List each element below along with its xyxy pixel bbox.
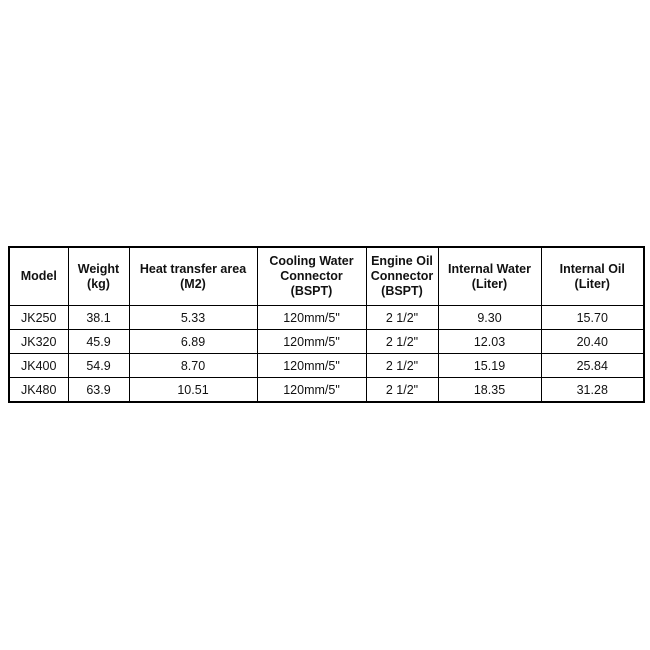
- table-cell: 10.51: [128, 377, 258, 403]
- header-line: Heat transfer area: [139, 261, 247, 276]
- table-cell: JK250: [8, 305, 69, 330]
- table-cell: 120mm/5": [256, 353, 367, 378]
- table-cell: 15.70: [540, 305, 645, 330]
- table-cell: JK480: [8, 377, 69, 403]
- header-line: Internal Oil: [559, 261, 625, 276]
- column-header: Cooling Water Connector (BSPT): [256, 246, 367, 306]
- header-line: Internal Water: [448, 261, 531, 276]
- table-cell: 31.28: [540, 377, 645, 403]
- table-row: JK480 63.9 10.51 120mm/5" 2 1/2" 18.35 31.28: [8, 377, 645, 403]
- table-cell: 15.19: [437, 353, 542, 378]
- header-line: Engine Oil: [371, 254, 433, 268]
- table-cell: 2 1/2": [365, 353, 439, 378]
- table-cell: 120mm/5": [256, 377, 367, 403]
- header-line: (kg): [87, 276, 110, 291]
- header-line: Connector: [280, 269, 343, 283]
- column-header: Weight (kg): [67, 246, 130, 306]
- table-cell: 54.9: [67, 353, 130, 378]
- table-row: JK400 54.9 8.70 120mm/5" 2 1/2" 15.19 25.84: [8, 353, 645, 378]
- header-line: Connector: [370, 269, 434, 283]
- column-header: Heat transfer area (M2): [128, 246, 258, 306]
- header-line: Model: [20, 269, 57, 283]
- table-cell: 120mm/5": [256, 305, 367, 330]
- column-header: Model: [8, 246, 69, 306]
- header-line: (Liter): [574, 276, 610, 291]
- header-row: Model Weight (kg) Heat transfer area (M2) Coo…: [8, 246, 645, 306]
- column-header: Engine Oil Connector (BSPT): [365, 246, 439, 306]
- table-cell: 18.35: [437, 377, 542, 403]
- column-header: Internal Oil (Liter): [540, 246, 645, 306]
- table-cell: 38.1: [67, 305, 130, 330]
- table-cell: 9.30: [437, 305, 542, 330]
- table-cell: 6.89: [128, 329, 258, 354]
- table-row: JK320 45.9 6.89 120mm/5" 2 1/2" 12.03 20.40: [8, 329, 645, 354]
- spec-table: Model Weight (kg) Heat transfer area (M2) Coo…: [8, 246, 645, 403]
- header-line: (BSPT): [381, 284, 423, 298]
- table-cell: 63.9: [67, 377, 130, 403]
- table-cell: 12.03: [437, 329, 542, 354]
- table-cell: 2 1/2": [365, 329, 439, 354]
- table-cell: 120mm/5": [256, 329, 367, 354]
- table-row: JK250 38.1 5.33 120mm/5" 2 1/2" 9.30 15.70: [8, 305, 645, 330]
- header-line: (Liter): [471, 276, 508, 291]
- header-line: Cooling Water: [269, 254, 354, 268]
- header-line: Weight: [77, 261, 120, 276]
- table-cell: 5.33: [128, 305, 258, 330]
- table-cell: 2 1/2": [365, 305, 439, 330]
- table-cell: 8.70: [128, 353, 258, 378]
- table-cell: 20.40: [540, 329, 645, 354]
- table-cell: JK320: [8, 329, 69, 354]
- table-cell: 25.84: [540, 353, 645, 378]
- header-line: (M2): [180, 276, 206, 291]
- header-line: (BSPT): [290, 284, 333, 298]
- table-cell: JK400: [8, 353, 69, 378]
- table-cell: 45.9: [67, 329, 130, 354]
- column-header: Internal Water (Liter): [437, 246, 542, 306]
- table-cell: 2 1/2": [365, 377, 439, 403]
